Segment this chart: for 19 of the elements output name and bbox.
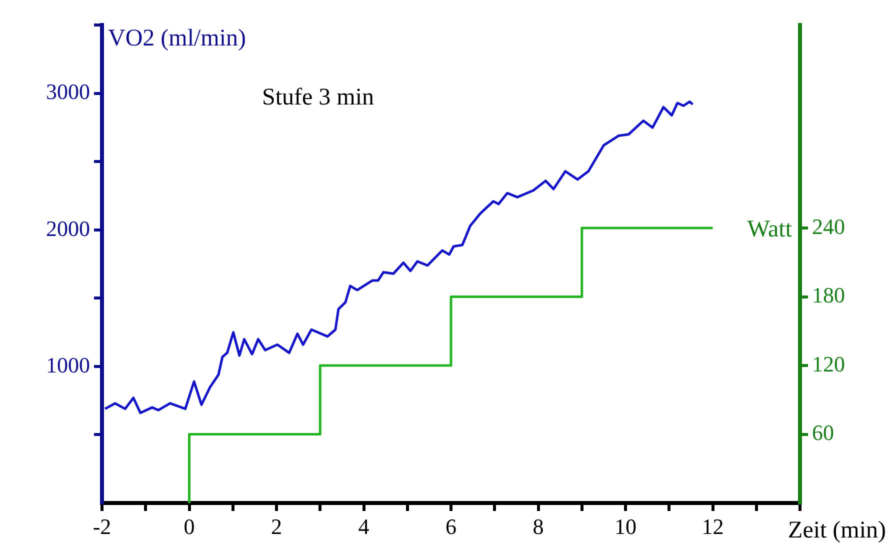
x-tick-label: 6 bbox=[446, 514, 456, 539]
y-tick-label: 2000 bbox=[46, 216, 90, 241]
y-tick-label: 1000 bbox=[46, 352, 90, 378]
x-tick-label: 10 bbox=[614, 514, 636, 539]
x-tick-label: 12 bbox=[702, 514, 724, 539]
x-tick-label: 0 bbox=[184, 514, 195, 539]
y-tick-label: 3000 bbox=[46, 79, 90, 104]
y-axis-title: VO2 (ml/min) bbox=[108, 25, 246, 52]
x-tick-label: -2 bbox=[92, 514, 112, 539]
annotation: Stufe 3 min bbox=[262, 84, 374, 110]
y2-tick-label: 180 bbox=[812, 282, 845, 308]
y2-axis-title: Watt bbox=[747, 216, 792, 242]
x-tick-label: 8 bbox=[532, 514, 544, 539]
x-axis-title: Zeit (min) bbox=[788, 517, 886, 544]
x-tick-label: 2 bbox=[271, 514, 282, 539]
y2-tick-label: 120 bbox=[812, 351, 845, 376]
y2-tick-label: 240 bbox=[812, 214, 845, 239]
x-tick-label: 4 bbox=[358, 514, 370, 539]
y2-tick-label: 60 bbox=[812, 420, 834, 446]
